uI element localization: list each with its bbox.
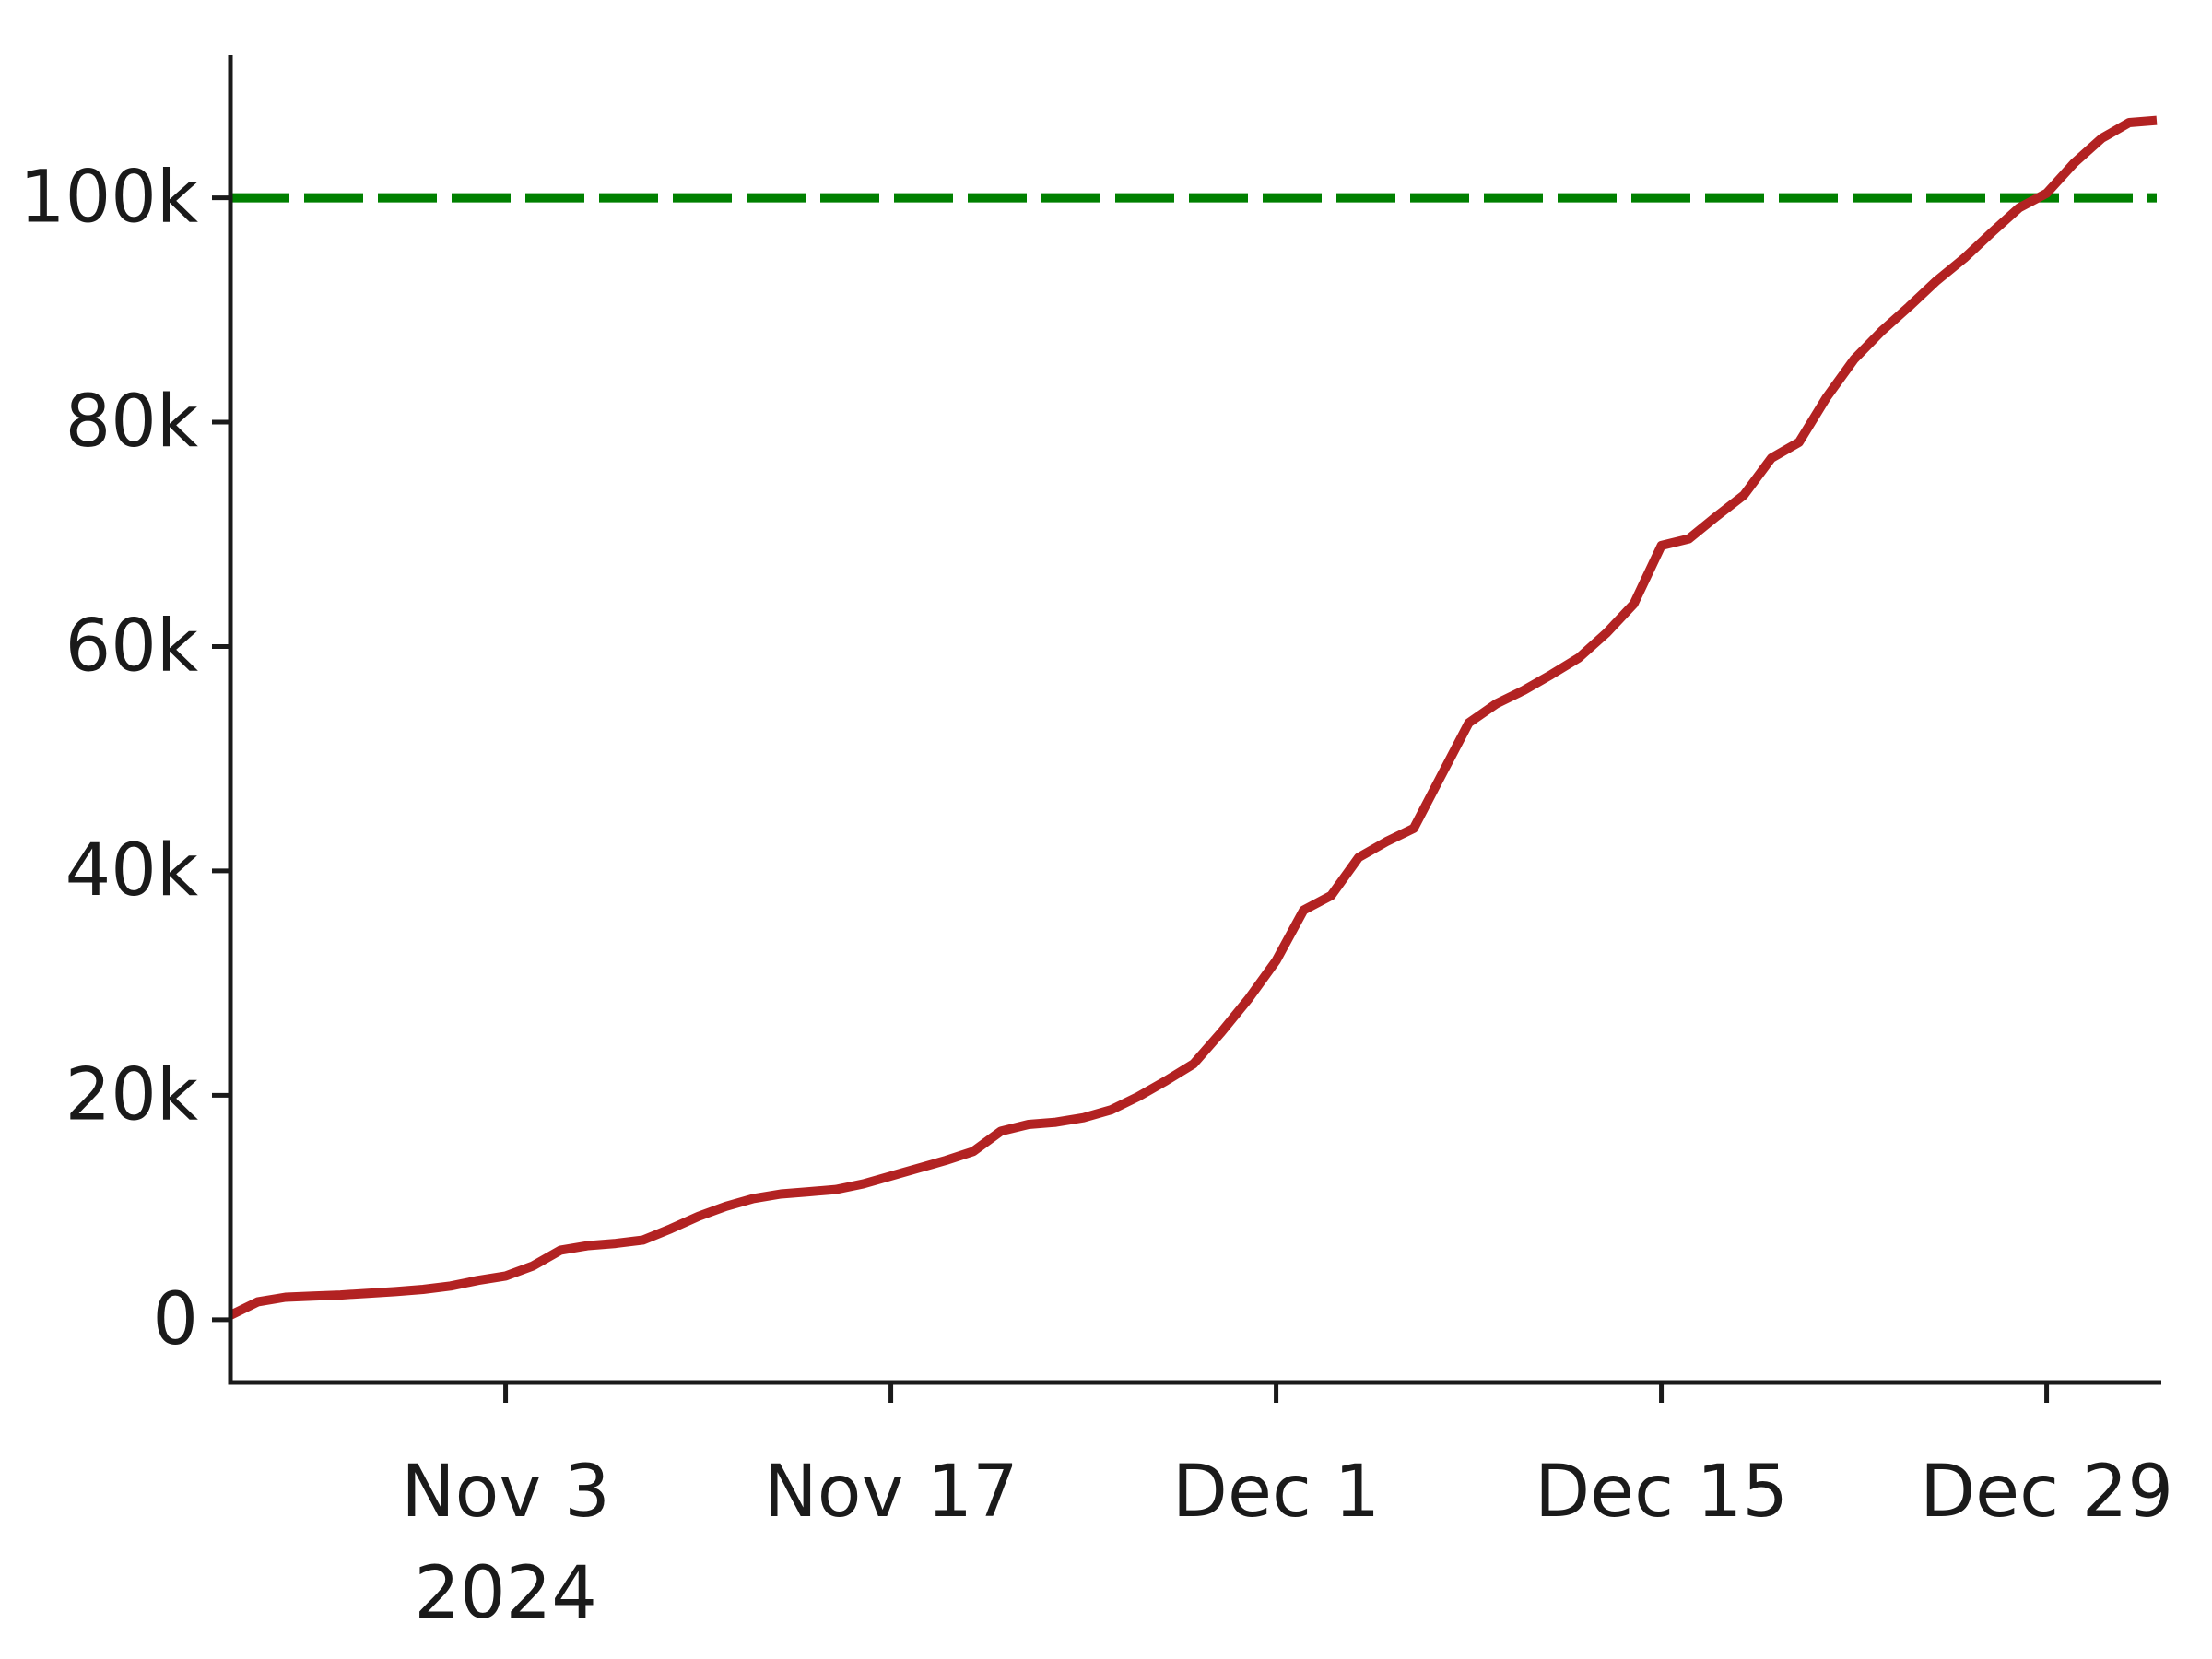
x-tick-label: Nov 17 (763, 1451, 1018, 1534)
x-tick-label: Nov 3 (401, 1451, 610, 1534)
x-tick-label: Dec 15 (1535, 1451, 1788, 1534)
y-tick-label: 100k (19, 157, 198, 240)
x-tick-label: Dec 29 (1920, 1451, 2173, 1534)
y-tick-label: 40k (65, 830, 198, 912)
y-axis: 0 20k 40k 60k 80k 100k (19, 157, 230, 1361)
y-tick-label: 0 (152, 1278, 198, 1361)
series-line-cumulative-count (228, 115, 2158, 1320)
y-tick-label: 80k (65, 381, 198, 464)
x-axis-year-label: 2024 (414, 1552, 597, 1635)
axes-spines (228, 55, 2161, 1385)
series-line-group (228, 115, 2158, 1320)
y-tick-label: 20k (65, 1053, 198, 1136)
y-tick-label: 60k (65, 605, 198, 688)
x-tick-label: Dec 1 (1172, 1451, 1380, 1534)
x-axis: Nov 3 2024 Nov 17 Dec 1 Dec 15 Dec 29 (401, 1382, 2173, 1635)
